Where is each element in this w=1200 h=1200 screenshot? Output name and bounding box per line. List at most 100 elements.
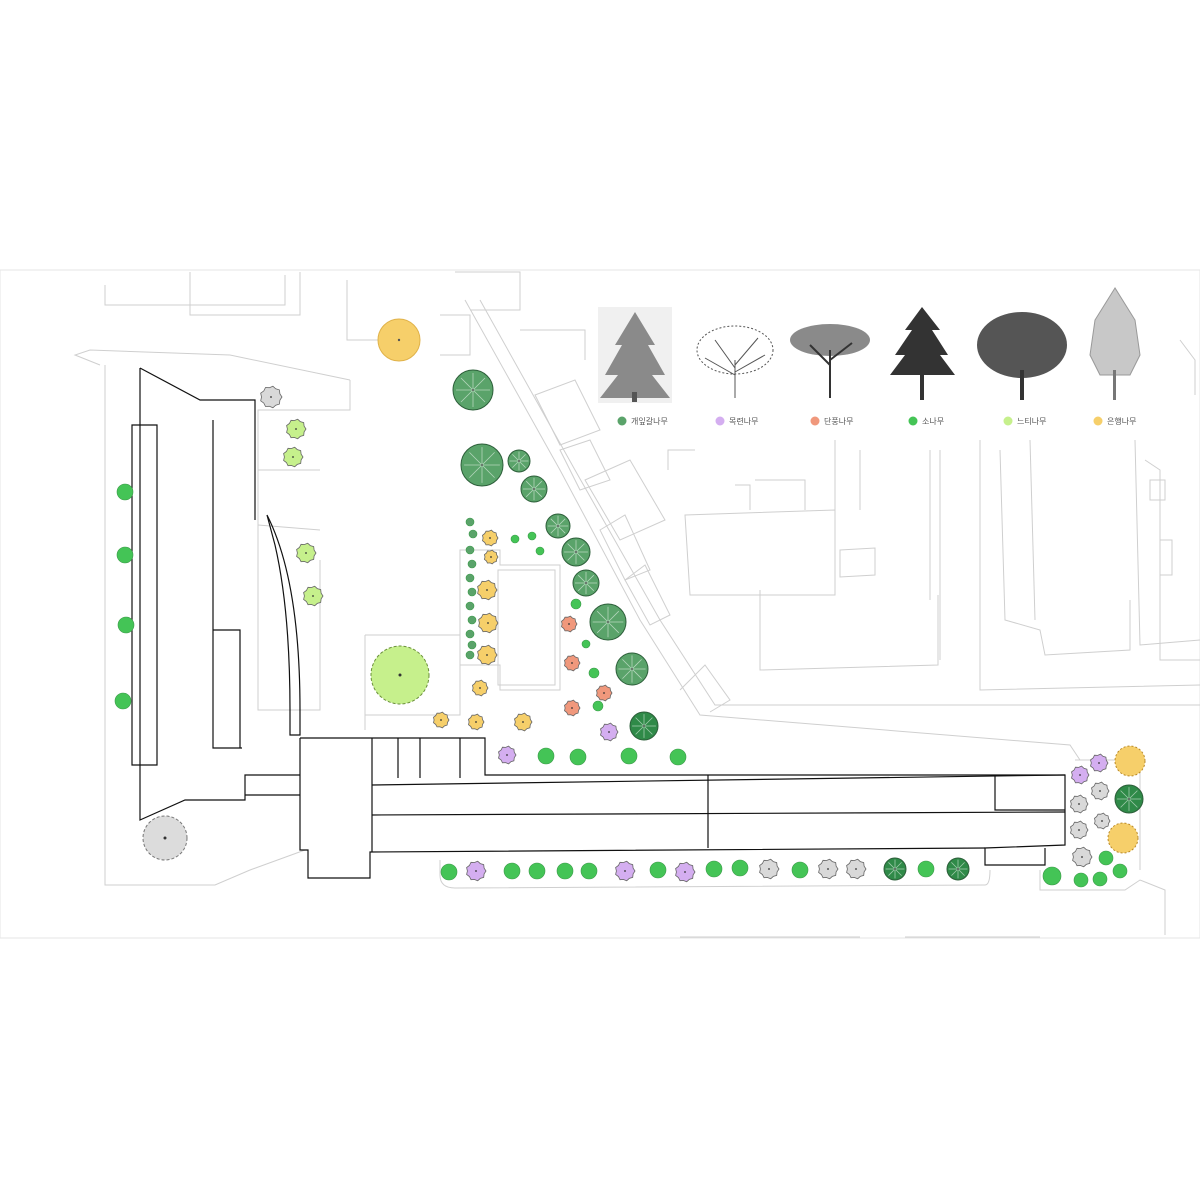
cedar-tree-symbol [465, 601, 475, 611]
legend-label-eunhaeng: 은행나무 [1107, 416, 1136, 426]
ginkgo-tree-symbol [483, 549, 499, 565]
ginkgo-corner-tree [1114, 745, 1146, 777]
ginkgo-tree-symbol [477, 644, 498, 666]
magnolia-tree-symbol [615, 860, 636, 882]
pine-tree-symbol [570, 598, 582, 610]
pine-tree-symbol [440, 863, 458, 881]
cedar-tree-symbol [520, 475, 548, 503]
legend-dot-sonamu [908, 416, 918, 426]
building-outlines [131, 367, 1066, 879]
pine-tree-symbol [588, 667, 600, 679]
ginkgo-tree-icon [1089, 287, 1141, 400]
existing-tree-symbol [260, 385, 283, 409]
zelkova-tree-icon [977, 312, 1067, 400]
cedar-tree-symbol [465, 629, 475, 639]
pine-tree-symbol [510, 534, 520, 544]
pine-tree-symbol [1073, 872, 1089, 888]
legend-dot-gaeip [617, 416, 627, 426]
legend-label-gaeip: 개잎갈나무 [631, 416, 668, 426]
ginkgo-corner-tree [1107, 822, 1139, 854]
magnolia-tree-icon [696, 325, 774, 398]
cedar-tree-symbol [545, 513, 571, 539]
pine-tree-symbol [528, 862, 546, 880]
feature-trees [142, 318, 1146, 861]
legend-label-danpung: 단풍나무 [824, 416, 853, 426]
existing-tree-symbol [818, 858, 839, 880]
existing-tree-symbol [759, 858, 780, 880]
pine-tree-symbol [527, 531, 537, 541]
cedar-tree-symbol [589, 603, 627, 641]
magnolia-tree-symbol [675, 861, 696, 883]
pine-tree-symbol [649, 861, 667, 879]
pine-tree-symbol [503, 862, 521, 880]
ginkgo-tree-symbol [477, 579, 498, 601]
cedar-tree-symbol [561, 537, 591, 567]
pine-tree-symbol [731, 859, 749, 877]
pine-tree-symbol [1112, 863, 1128, 879]
ginkgo-tree-symbol [482, 529, 499, 547]
pine-tree-symbol [791, 861, 809, 879]
cedar-tree-symbol [465, 517, 475, 527]
pine-tree-symbol [620, 747, 638, 765]
pine-tree-symbol [116, 546, 134, 564]
legend-dot-mokryeon [715, 416, 725, 426]
pine-tree-symbol [1098, 850, 1114, 866]
cedar-tree-symbol [465, 545, 475, 555]
cedar-dark-tree-symbol [629, 711, 659, 741]
pine-tree-symbol [537, 747, 555, 765]
magnolia-tree-symbol [1071, 765, 1090, 785]
cedar-tree-symbol [465, 573, 475, 583]
existing-tree-symbol [1070, 820, 1089, 840]
zelkova-tree-symbol [303, 585, 324, 607]
cedar-tree-icon [598, 307, 672, 403]
zelkova-tree-symbol [283, 446, 304, 468]
zelkova-tree-symbol [296, 542, 317, 564]
zelkova-tree-symbol [286, 418, 307, 440]
cedar-dark-tree-symbol [946, 857, 970, 881]
existing-tree-symbol [1072, 846, 1093, 868]
existing-tree-symbol [1094, 812, 1111, 830]
pine-tree-symbol [580, 862, 598, 880]
legend-label-mokryeon: 목련나무 [729, 416, 758, 426]
maple-tree-symbol [564, 699, 581, 717]
legend-dot-eunhaeng [1093, 416, 1103, 426]
magnolia-tree-symbol [466, 860, 487, 882]
cedar-tree-symbol [465, 650, 475, 660]
legend-dot-neuti [1003, 416, 1013, 426]
ginkgo-tree-symbol [468, 713, 485, 731]
context-lines [0, 269, 1200, 939]
maple-tree-icon [790, 324, 870, 398]
cedar-tree-symbol [467, 640, 477, 650]
ginkgo-tree-symbol [472, 679, 489, 697]
magnolia-tree-symbol [600, 722, 619, 742]
cedar-dark-tree-symbol [1114, 784, 1144, 814]
cedar-tree-symbol [615, 652, 649, 686]
existing-tree-symbol [1091, 781, 1110, 801]
pine-tree-symbol [114, 692, 132, 710]
planting-symbols [114, 369, 1144, 888]
cedar-tree-symbol [572, 569, 600, 597]
pine-tree-symbol [117, 616, 135, 634]
cedar-tree-symbol [467, 587, 477, 597]
ginkgo-tree-symbol [478, 612, 499, 634]
maple-tree-symbol [564, 654, 581, 672]
pine-tree-symbol [669, 748, 687, 766]
pine-tree-symbol [116, 483, 134, 501]
legend-label-neuti: 느티나무 [1017, 417, 1046, 426]
pine-tree-symbol [569, 748, 587, 766]
pine-tree-symbol [917, 860, 935, 878]
pine-tree-symbol [581, 639, 591, 649]
cedar-tree-symbol [467, 615, 477, 625]
ginkgo-tree-symbol [433, 711, 450, 729]
cedar-tree-symbol [507, 449, 531, 473]
magnolia-tree-symbol [498, 745, 517, 765]
legend-dot-danpung [810, 416, 820, 426]
magnolia-tree-symbol [1090, 753, 1109, 773]
legend-label-sonamu: 소나무 [922, 417, 944, 426]
pine-tree-symbol [1042, 866, 1062, 886]
legend: 개잎갈나무 목련나무 단풍나무 소나무 느티나무 은행나무 [598, 287, 1141, 426]
existing-tree-symbol [846, 858, 867, 880]
cedar-tree-symbol [468, 529, 478, 539]
